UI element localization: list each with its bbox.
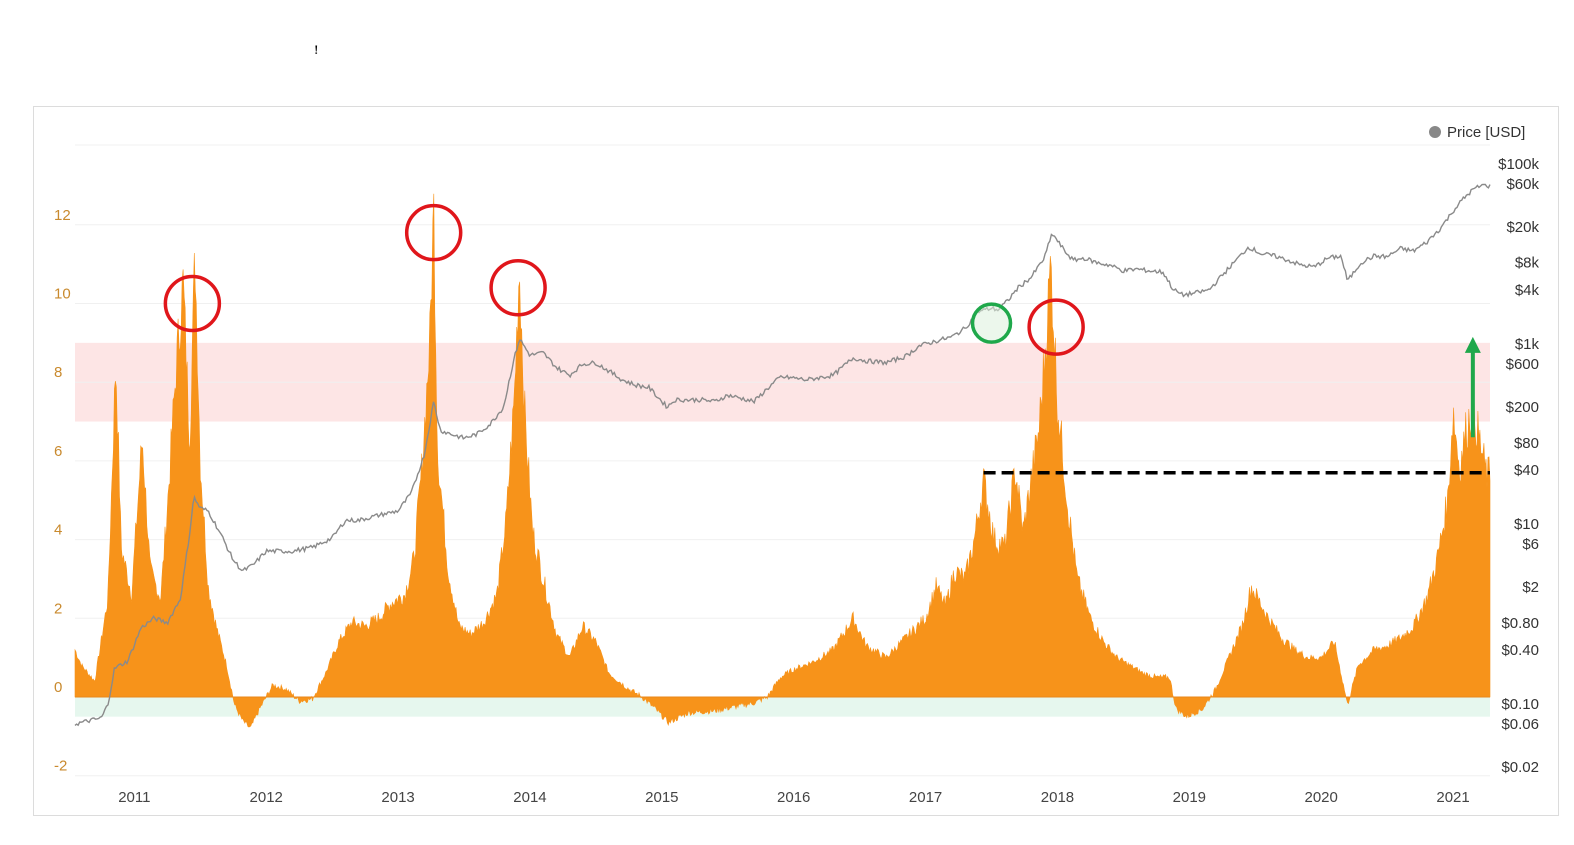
left-tick-label: 8: [54, 364, 62, 381]
right-axis: $100k $60k $20k $8k $4k $1k $600 $200 $80 $40 $10 $…: [1498, 156, 1539, 776]
indicator-series: [74, 193, 1491, 728]
band-1: [75, 697, 1490, 717]
right-tick-label: $0.06: [1501, 716, 1539, 733]
price-line: [74, 183, 1491, 727]
right-tick-label: $20k: [1506, 219, 1539, 236]
right-tick-label: $2: [1522, 579, 1539, 596]
red-circle-2: [489, 259, 547, 317]
right-tick-label: $0.80: [1501, 615, 1539, 632]
right-tick-label: $600: [1506, 356, 1539, 373]
x-tick-label: 2021: [1436, 789, 1469, 806]
x-tick-label: 2015: [645, 789, 678, 806]
right-tick-label: $80: [1514, 435, 1539, 452]
x-tick-label: 2011: [118, 789, 150, 806]
left-axis: 12 10 8 6 4 2 0 -2: [54, 207, 71, 775]
chart-svg: 12 10 8 6 4 2 0 -2 $100k $60k $20k $8k $4k $1k $600 $2…: [54, 124, 1539, 806]
right-tick-label: $100k: [1498, 156, 1539, 173]
annotations: [163, 203, 1490, 475]
arrow-head: [1464, 336, 1481, 353]
right-tick-label: $1k: [1515, 336, 1540, 353]
x-tick-label: 2013: [381, 789, 414, 806]
legend-dot: [1429, 126, 1441, 138]
x-tick-label: 2017: [909, 789, 942, 806]
x-axis: 2011 2012 2013 2014 2015 2016 2017 2018 2019 2020…: [118, 789, 1470, 806]
left-tick-label: 12: [54, 207, 71, 224]
legend-label: Price [USD]: [1447, 124, 1525, 141]
left-tick-label: 0: [54, 679, 62, 696]
right-tick-label: $60k: [1506, 176, 1539, 193]
indicator-area: [74, 193, 1491, 728]
x-tick-label: 2016: [777, 789, 810, 806]
red-circle-0: [163, 274, 222, 333]
right-tick-label: $200: [1506, 399, 1539, 416]
right-tick-label: $0.02: [1501, 759, 1539, 776]
price-series: [74, 183, 1491, 727]
left-tick-label: 4: [54, 522, 62, 539]
right-tick-label: $6: [1522, 536, 1539, 553]
legend[interactable]: Price [USD]: [1429, 124, 1525, 141]
right-tick-label: $40: [1514, 462, 1539, 479]
x-tick-label: 2014: [513, 789, 546, 806]
left-tick-label: -2: [54, 758, 67, 775]
right-tick-label: $0.40: [1501, 642, 1539, 659]
left-tick-label: 2: [54, 600, 62, 617]
stray-mark: ꜝ: [314, 48, 319, 65]
red-circle-1: [404, 203, 463, 262]
x-tick-label: 2020: [1305, 789, 1338, 806]
right-tick-label: $0.10: [1501, 696, 1539, 713]
chart-frame: 12 10 8 6 4 2 0 -2 $100k $60k $20k $8k $4k $1k $600 $2…: [33, 106, 1559, 816]
right-tick-label: $10: [1514, 516, 1539, 533]
left-tick-label: 10: [54, 286, 71, 303]
right-tick-label: $4k: [1515, 282, 1540, 299]
red-circle-3: [1027, 298, 1085, 356]
left-tick-label: 6: [54, 443, 62, 460]
x-tick-label: 2019: [1173, 789, 1206, 806]
x-tick-label: 2012: [250, 789, 283, 806]
right-tick-label: $8k: [1515, 255, 1540, 272]
x-tick-label: 2018: [1041, 789, 1074, 806]
green-circle: [970, 302, 1013, 344]
